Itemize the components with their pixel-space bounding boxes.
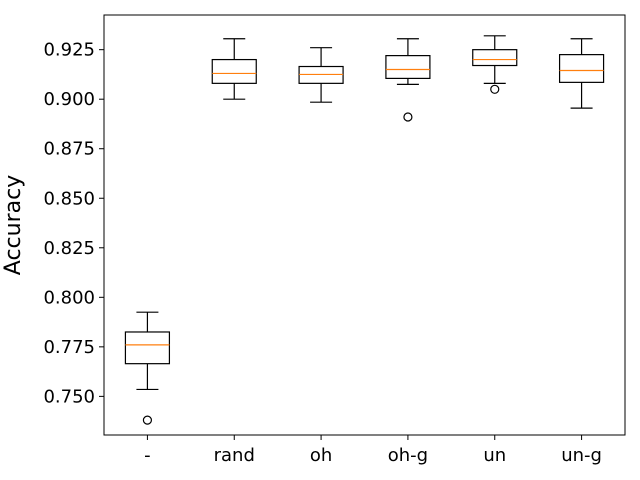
outlier-point xyxy=(403,112,413,122)
plot-area xyxy=(103,14,626,436)
iqr-box xyxy=(385,55,431,79)
x-tick-label: rand xyxy=(214,445,255,466)
y-tick-label: 0.875 xyxy=(43,139,95,160)
y-tick-label: 0.925 xyxy=(43,40,95,61)
y-tick-label: 0.775 xyxy=(43,337,95,358)
outlier-point xyxy=(490,84,500,94)
x-tick-label: - xyxy=(144,445,151,466)
iqr-box xyxy=(558,54,605,83)
iqr-box xyxy=(211,58,257,84)
y-axis-label: Accuracy xyxy=(1,175,26,275)
box-group xyxy=(298,47,344,103)
box-group xyxy=(211,38,257,100)
box-series xyxy=(124,35,605,425)
x-tick-label: un xyxy=(483,445,506,466)
iqr-box xyxy=(124,331,171,365)
x-axis-ticks: - rand oh oh-g un un-g xyxy=(144,435,602,466)
y-tick-label: 0.750 xyxy=(43,386,95,407)
outlier-point xyxy=(142,415,153,425)
box-group xyxy=(385,38,431,122)
box-group xyxy=(558,38,605,109)
box-group xyxy=(472,35,518,94)
iqr-box xyxy=(472,49,518,67)
y-axis-ticks: 0.750 0.775 0.800 0.825 0.850 0.875 0.900 0.925 xyxy=(43,40,104,407)
y-tick-label: 0.800 xyxy=(43,287,95,308)
x-tick-label: oh xyxy=(310,445,332,466)
y-tick-label: 0.900 xyxy=(43,89,95,110)
y-tick-label: 0.825 xyxy=(43,238,95,259)
box-group xyxy=(124,311,171,425)
x-tick-label: oh-g xyxy=(388,445,428,466)
x-tick-label: un-g xyxy=(561,445,602,466)
y-tick-label: 0.850 xyxy=(43,188,95,209)
